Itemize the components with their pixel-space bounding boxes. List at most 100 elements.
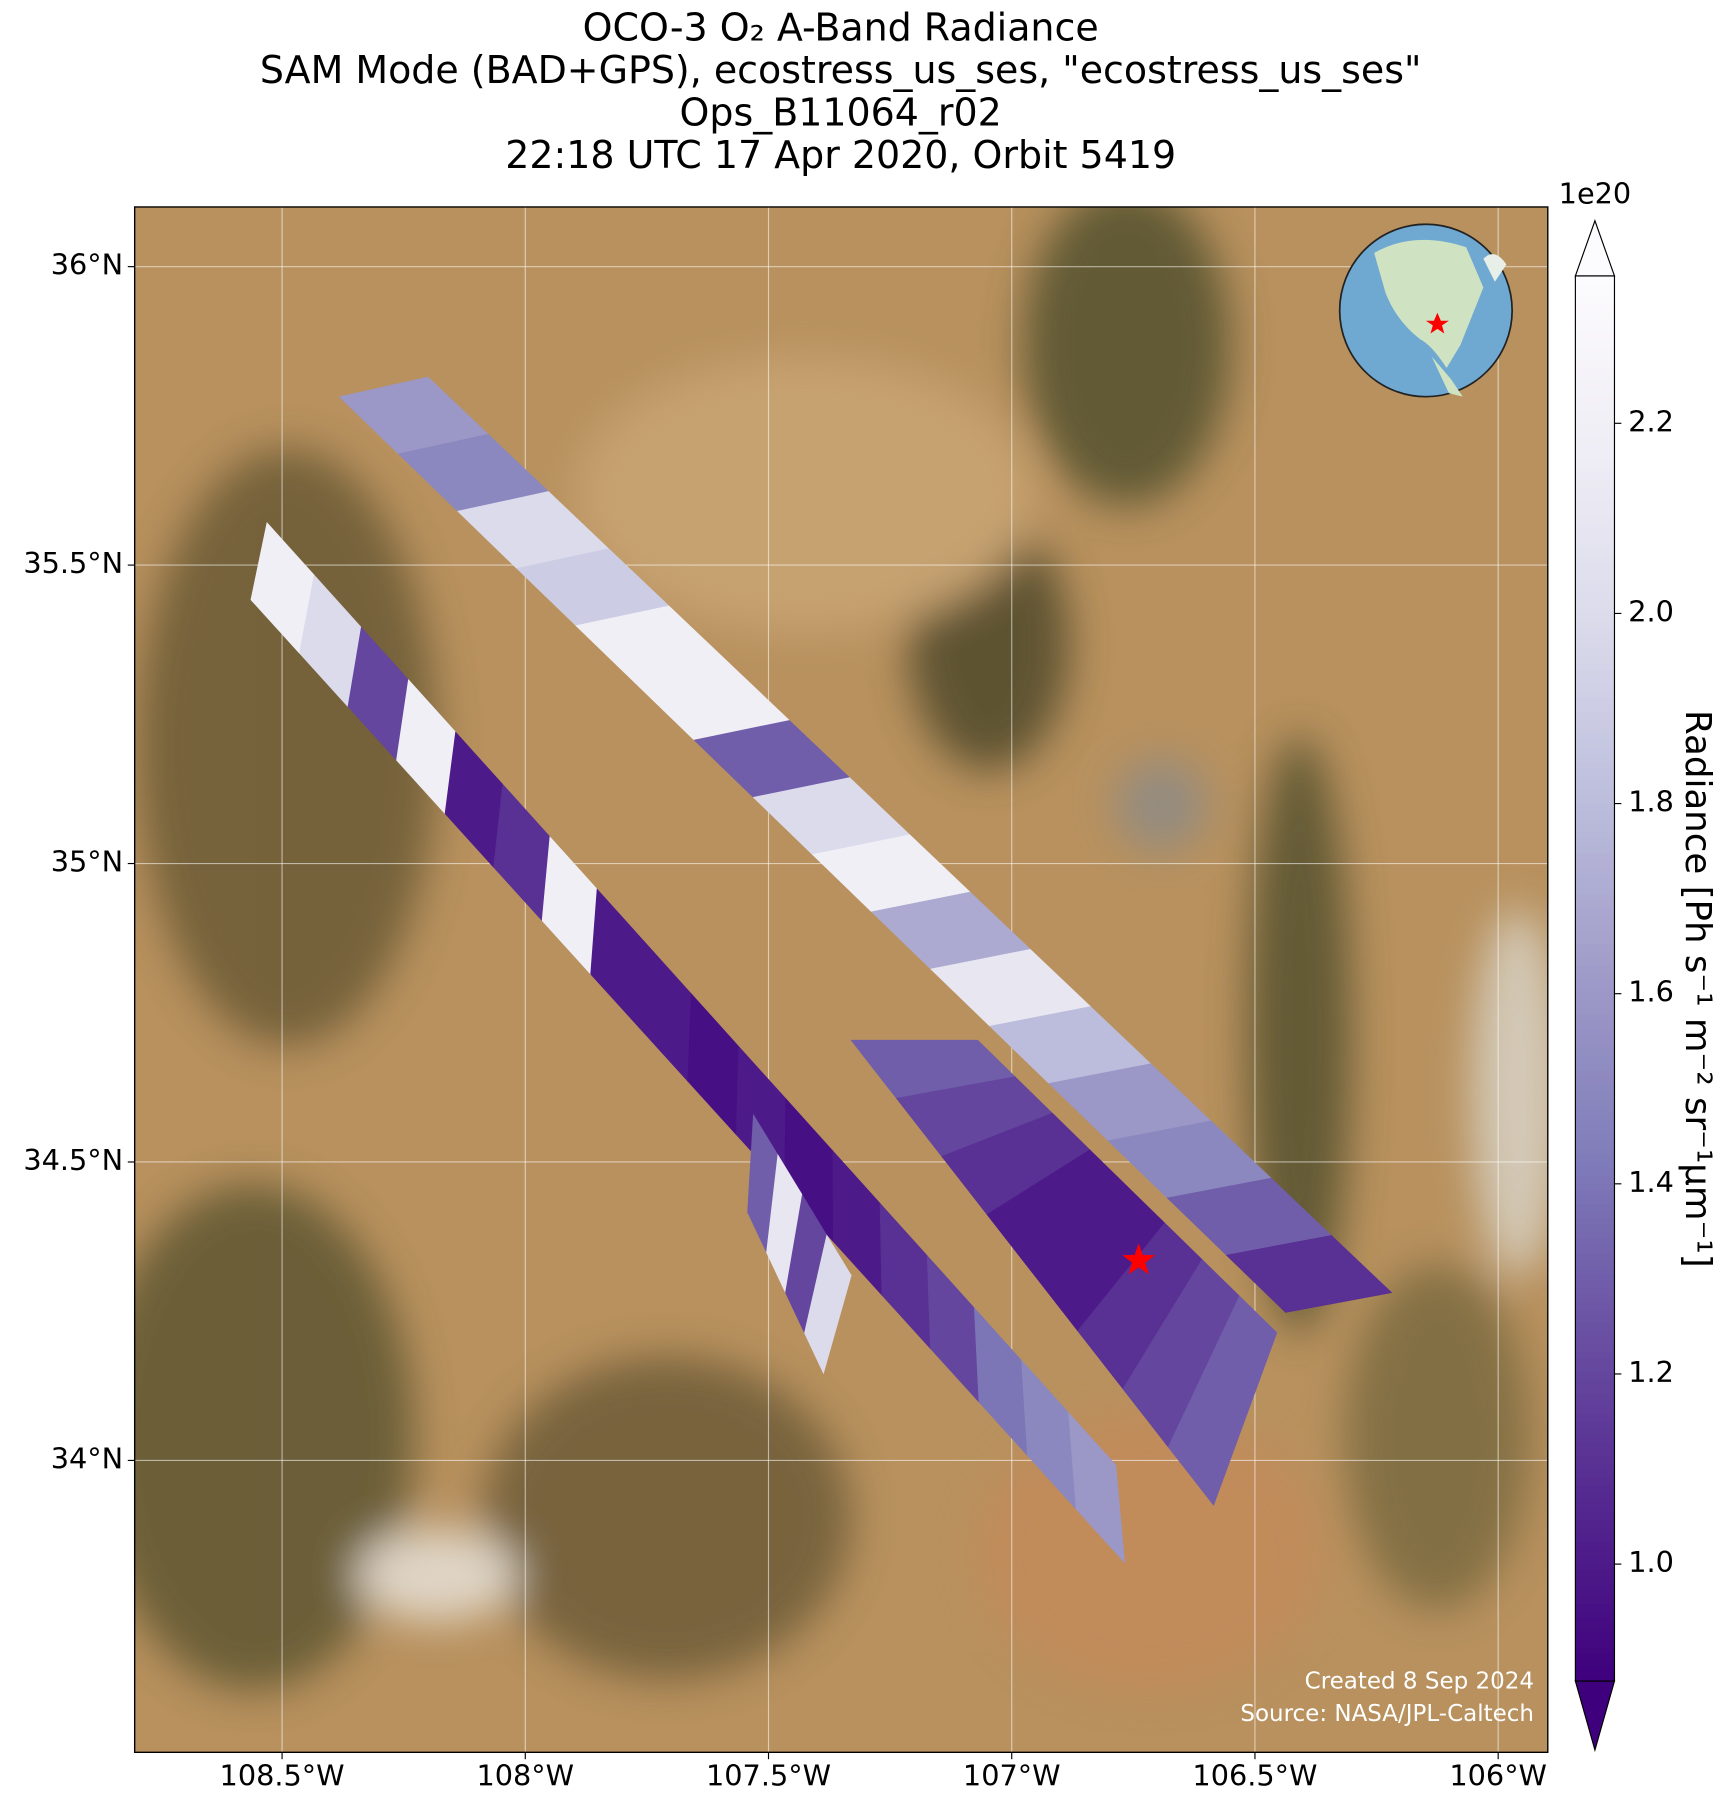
- colorbar-tick-label: 1.8: [1628, 785, 1674, 819]
- colorbar-swatch: [1575, 1252, 1615, 1261]
- colorbar-swatch: [1575, 332, 1615, 340]
- colorbar-swatch: [1575, 297, 1615, 305]
- colorbar-swatch: [1575, 620, 1615, 628]
- credit: Created 8 Sep 2024: [1305, 1669, 1534, 1695]
- colorbar-swatch: [1575, 1456, 1615, 1464]
- colorbar-swatch: [1575, 1421, 1615, 1429]
- colorbar-swatch: [1575, 725, 1615, 734]
- colorbar-swatch: [1575, 1210, 1615, 1219]
- colorbar-swatch: [1575, 866, 1615, 874]
- colorbar-swatch: [1575, 1610, 1615, 1619]
- colorbar-swatch: [1575, 1343, 1615, 1352]
- colorbar-swatch: [1575, 1407, 1615, 1415]
- colorbar-swatch: [1575, 1617, 1615, 1626]
- colorbar-swatch: [1575, 978, 1615, 987]
- colorbar-swatch: [1575, 908, 1615, 916]
- colorbar-swatch: [1575, 1147, 1615, 1155]
- colorbar-swatch: [1575, 1575, 1615, 1584]
- colorbar-swatch: [1575, 353, 1615, 361]
- colorbar-swatch: [1575, 472, 1615, 481]
- colorbar-swatch: [1575, 1259, 1615, 1268]
- colorbar-swatch: [1575, 1168, 1615, 1176]
- colorbar-swatch: [1575, 381, 1615, 390]
- colorbar-extend-bottom: [1574, 1680, 1616, 1753]
- colorbar-swatch: [1575, 1034, 1615, 1043]
- colorbar-swatch: [1575, 1378, 1615, 1387]
- x-tick-label: 107.5°W: [706, 1759, 831, 1793]
- colorbar-swatch: [1575, 1069, 1615, 1078]
- colorbar-swatch: [1575, 1540, 1615, 1549]
- colorbar-swatch: [1575, 662, 1615, 671]
- colorbar-swatch: [1575, 1126, 1615, 1134]
- colorbar-swatch: [1575, 500, 1615, 509]
- colorbar-frame: [1574, 275, 1616, 1682]
- colorbar-swatch: [1575, 1196, 1615, 1204]
- colorbar-swatch: [1575, 802, 1615, 811]
- colorbar-swatch: [1575, 1083, 1615, 1092]
- colorbar-extend-top: [1574, 219, 1616, 277]
- y-tick-label: 34.5°N: [23, 1143, 123, 1177]
- colorbar-swatch: [1575, 1104, 1615, 1113]
- target-star: [1122, 1243, 1156, 1275]
- colorbar-swatch: [1575, 1526, 1615, 1535]
- colorbar-swatch: [1575, 388, 1615, 397]
- colorbar-swatch: [1575, 1308, 1615, 1317]
- colorbar-tick-label: 2.0: [1628, 594, 1674, 628]
- colorbar-swatch: [1575, 1428, 1615, 1436]
- colorbar-swatch: [1575, 444, 1615, 453]
- y-tick-label: 35.5°N: [23, 546, 123, 580]
- colorbar-swatch: [1575, 1013, 1615, 1022]
- colorbar-swatch: [1575, 767, 1615, 776]
- colorbar-swatch: [1575, 1118, 1615, 1127]
- colorbar-swatch: [1575, 311, 1615, 319]
- colorbar-swatch: [1575, 852, 1615, 860]
- colorbar-swatch: [1575, 809, 1615, 818]
- colorbar-swatch: [1575, 718, 1615, 727]
- colorbar-tick-label: 1.2: [1628, 1355, 1674, 1389]
- colorbar-swatch: [1575, 1238, 1615, 1247]
- colorbar-swatch: [1575, 1477, 1615, 1485]
- colorbar-swatch: [1575, 1350, 1615, 1359]
- colorbar-swatch: [1575, 641, 1615, 649]
- colorbar-tick-label: 1.6: [1628, 975, 1674, 1009]
- colorbar-swatch: [1575, 1175, 1615, 1183]
- colorbar-swatch: [1575, 374, 1615, 383]
- colorbar-swatch: [1575, 1582, 1615, 1591]
- colorbar-label: Radiance [Ph s⁻¹ m⁻² sr⁻¹μm⁻¹]: [1677, 710, 1718, 1268]
- colorbar-swatch: [1575, 1076, 1615, 1085]
- colorbar-swatch: [1575, 606, 1615, 614]
- x-tick-label: 108.5°W: [220, 1759, 345, 1793]
- colorbar-swatch: [1575, 1357, 1615, 1366]
- colorbar-swatch: [1575, 528, 1615, 537]
- colorbar-swatch: [1575, 964, 1615, 973]
- colorbar-swatch: [1575, 1161, 1615, 1169]
- colorbar-swatch: [1575, 542, 1615, 551]
- colorbar-swatch: [1575, 627, 1615, 635]
- colorbar-swatch: [1575, 535, 1615, 544]
- colorbar-swatch: [1575, 416, 1615, 425]
- x-tick-label: 106°W: [1449, 1759, 1547, 1793]
- colorbar-swatch: [1575, 479, 1615, 488]
- colorbar-tick-label: 1.4: [1628, 1165, 1674, 1199]
- colorbar-swatch: [1575, 367, 1615, 375]
- colorbar-swatch: [1575, 1048, 1615, 1057]
- swath-segment: [804, 1234, 852, 1375]
- colorbar-swatch: [1575, 1154, 1615, 1162]
- colorbar-swatch: [1575, 999, 1615, 1008]
- colorbar-swatch: [1575, 1027, 1615, 1036]
- colorbar-swatch: [1575, 845, 1615, 853]
- colorbar-swatch: [1575, 318, 1615, 326]
- colorbar-swatch: [1575, 1055, 1615, 1064]
- colorbar-swatch: [1575, 599, 1615, 607]
- colorbar-swatch: [1575, 1470, 1615, 1478]
- colorbar-swatch: [1575, 1645, 1615, 1654]
- colorbar-swatch: [1575, 1006, 1615, 1015]
- colorbar-swatch: [1575, 1231, 1615, 1240]
- colorbar-swatch: [1575, 985, 1615, 994]
- colorbar-swatch: [1575, 1287, 1615, 1296]
- colorbar-swatch: [1575, 493, 1615, 502]
- colorbar-swatch: [1575, 1652, 1615, 1661]
- colorbar-swatch: [1575, 676, 1615, 685]
- colorbar-swatch: [1575, 943, 1615, 952]
